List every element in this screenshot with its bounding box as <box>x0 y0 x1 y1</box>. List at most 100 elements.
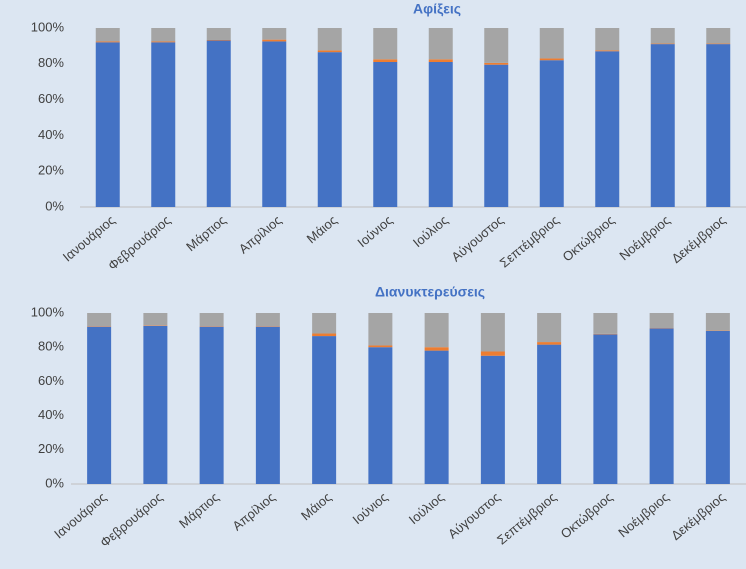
bar-segment <box>255 326 280 327</box>
bar-segment <box>199 313 224 327</box>
bar-segment <box>262 39 287 42</box>
y-tick-label: 20% <box>38 163 64 178</box>
x-tick-label: Δεκέμβριος <box>669 212 729 266</box>
bar-segment <box>539 60 564 207</box>
x-tick-label: Νοέμβριος <box>616 212 673 263</box>
bar-segment <box>312 313 337 334</box>
y-tick-label: 100% <box>31 304 65 319</box>
bar-segment <box>206 28 231 40</box>
bar-segment <box>706 44 731 207</box>
x-tick-label: Μάρτιος <box>176 489 222 531</box>
y-tick-label: 40% <box>38 407 64 422</box>
bar-segment <box>537 313 562 343</box>
bar-segment <box>649 328 674 484</box>
bar-segment <box>706 43 731 45</box>
bar-segment <box>317 52 342 207</box>
bar-segment <box>255 326 280 484</box>
bar-segment <box>87 313 112 327</box>
bar-segment <box>368 347 393 484</box>
y-tick-label: 80% <box>38 55 64 70</box>
bar-segment <box>595 28 620 51</box>
y-tick-label: 20% <box>38 441 64 456</box>
bar-segment <box>428 28 453 60</box>
x-tick-label: Ιανουάριος <box>60 212 118 264</box>
bar-segment <box>484 62 509 65</box>
y-tick-label: 100% <box>31 19 65 34</box>
x-tick-label: Αύγουστος <box>445 489 503 541</box>
bar-segment <box>368 313 393 346</box>
bar-segment <box>151 41 176 43</box>
y-tick-label: 0% <box>45 475 64 490</box>
x-tick-label: Ιούλιος <box>406 489 447 527</box>
bar-segment <box>255 313 280 327</box>
x-tick-label: Ιούνιος <box>350 489 391 527</box>
bar-segment <box>262 28 287 40</box>
bar-segment <box>539 58 564 61</box>
bar-segment <box>649 313 674 329</box>
bar-segment <box>87 326 112 484</box>
x-tick-label: Νοέμβριος <box>615 489 672 540</box>
bar-segment <box>206 40 231 207</box>
x-tick-label: Σεπτέμβριος <box>497 212 562 270</box>
bar-segment <box>595 50 620 52</box>
bar-segment <box>151 42 176 207</box>
bar-segment <box>87 326 112 327</box>
bar-segment <box>95 28 120 42</box>
bar-segment <box>650 28 675 44</box>
bar-segment <box>593 313 618 334</box>
bar-segment <box>480 355 505 484</box>
x-tick-label: Ιούνιος <box>354 212 395 250</box>
bar-segment <box>95 42 120 207</box>
y-tick-label: 0% <box>45 198 64 213</box>
bar-segment <box>428 62 453 208</box>
bar-segment <box>424 313 449 348</box>
bar-segment <box>373 28 398 60</box>
x-tick-label: Αύγουστος <box>448 212 506 264</box>
x-tick-label: Ιανουάριος <box>51 489 109 541</box>
bar-segment <box>650 44 675 207</box>
x-tick-label: Μάιος <box>304 212 340 246</box>
x-tick-label: Μάιος <box>298 489 334 523</box>
x-tick-label: Απρίλιος <box>229 489 278 533</box>
bar-segment <box>705 330 730 484</box>
bar-segment <box>312 333 337 337</box>
bar-segment <box>373 59 398 63</box>
x-tick-label: Οκτώβριος <box>558 489 616 541</box>
bar-segment <box>317 50 342 53</box>
x-tick-label: Δεκέμβριος <box>668 489 728 543</box>
bar-segment <box>262 41 287 207</box>
y-tick-label: 80% <box>38 339 64 354</box>
bar-segment <box>143 325 168 484</box>
x-tick-label: Ιούλιος <box>410 212 451 250</box>
bar-segment <box>151 28 176 42</box>
bar-segment <box>312 336 337 484</box>
bar-segment <box>537 342 562 345</box>
bar-segment <box>199 326 224 484</box>
bar-segment <box>424 350 449 484</box>
bar-segment <box>317 28 342 51</box>
bar-segment <box>539 28 564 59</box>
x-tick-label: Σεπτέμβριος <box>494 489 559 547</box>
bar-segment <box>368 345 393 348</box>
bar-segment <box>593 333 618 335</box>
y-tick-label: 60% <box>38 373 64 388</box>
x-tick-label: Φεβρουάριος <box>97 489 165 550</box>
bar-segment <box>480 313 505 352</box>
bar-segment <box>537 344 562 484</box>
bar-segment <box>428 59 453 63</box>
bar-segment <box>484 64 509 207</box>
x-tick-label: Μάρτιος <box>183 212 229 254</box>
bar-segment <box>95 41 120 43</box>
bar-segment <box>424 347 449 351</box>
bar-segment <box>143 313 168 326</box>
bar-segment <box>595 51 620 207</box>
bar-segment <box>480 351 505 356</box>
bar-segment <box>484 28 509 63</box>
bar-segment <box>593 334 618 484</box>
bar-segment <box>143 325 168 326</box>
chart-title: Αφίξεις <box>413 1 461 17</box>
x-tick-label: Οκτώβριος <box>560 212 618 264</box>
bar-segment <box>706 28 731 44</box>
